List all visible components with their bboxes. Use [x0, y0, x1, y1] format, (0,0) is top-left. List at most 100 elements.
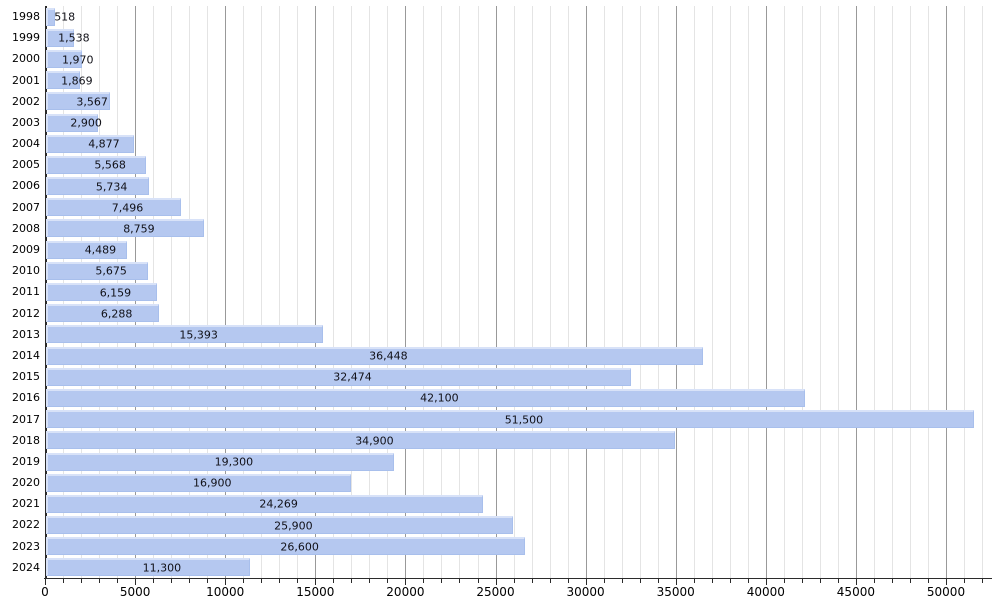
gridline-minor — [729, 6, 731, 578]
x-axis-tick-label: 15000 — [296, 585, 335, 599]
x-axis-tick — [207, 579, 209, 583]
gridline-minor — [837, 6, 839, 578]
gridline-major — [855, 6, 857, 578]
x-axis-tick — [117, 579, 119, 583]
y-axis-label: 2008 — [12, 221, 40, 235]
bar: 7,496 — [46, 198, 182, 217]
gridline-minor — [549, 6, 551, 578]
y-axis-label: 2004 — [12, 137, 40, 151]
bar: 518 — [46, 7, 75, 26]
x-axis-tick — [333, 579, 335, 583]
x-axis-tick — [729, 579, 731, 583]
x-axis-tick — [405, 579, 407, 585]
y-axis-label: 2005 — [12, 158, 40, 172]
x-axis-tick — [873, 579, 875, 583]
bar-value-label: 3,567 — [76, 95, 108, 109]
bar-value-label: 6,288 — [100, 307, 133, 321]
bar-value-label: 16,900 — [193, 476, 232, 490]
bar: 6,159 — [46, 283, 157, 301]
x-axis-tick-label: 10000 — [206, 585, 245, 599]
x-axis-tick — [99, 579, 101, 583]
bar: 34,900 — [46, 431, 675, 450]
bar-value-label: 51,500 — [504, 413, 544, 427]
bar: 26,600 — [46, 537, 526, 556]
bar: 25,900 — [46, 516, 513, 534]
x-axis-tick — [387, 579, 389, 583]
x-axis-tick — [243, 579, 245, 583]
bar-value-label: 518 — [54, 10, 76, 24]
x-axis-tick — [225, 579, 227, 585]
y-axis-label: 2020 — [12, 476, 40, 490]
x-axis-tick — [135, 579, 137, 585]
gridline-minor — [693, 6, 695, 578]
x-axis-tick — [153, 579, 155, 583]
y-axis-label: 2003 — [12, 115, 40, 129]
gridline-minor — [369, 6, 371, 578]
bar: 1,970 — [46, 50, 94, 68]
x-axis-tick — [765, 579, 767, 585]
gridline-minor — [441, 6, 443, 578]
x-axis-tick-label: 30000 — [566, 585, 605, 599]
x-axis-tick — [279, 579, 281, 583]
x-axis-tick — [747, 579, 749, 583]
y-axis-label: 2006 — [12, 179, 40, 193]
x-axis-line — [44, 578, 992, 579]
gridline-minor — [801, 6, 803, 578]
x-axis-tick — [711, 579, 713, 583]
x-axis-tick — [531, 579, 533, 583]
x-axis-tick — [982, 579, 983, 583]
gridline-minor — [891, 6, 893, 578]
bar: 4,877 — [46, 134, 134, 153]
gridline-minor — [351, 6, 353, 578]
x-axis-tick — [513, 579, 515, 583]
y-axis-label: 2010 — [12, 264, 40, 278]
y-axis-label: 2000 — [12, 52, 40, 66]
x-axis-tick-label: 40000 — [746, 585, 785, 599]
x-axis-tick — [567, 579, 569, 583]
x-axis-tick — [423, 579, 425, 583]
bar: 24,269 — [46, 494, 484, 513]
x-axis-tick-label: 35000 — [656, 585, 695, 599]
bar: 8,759 — [46, 219, 204, 238]
bar-value-label: 11,300 — [142, 561, 182, 575]
x-axis-tick — [297, 579, 299, 583]
bar: 1,869 — [46, 71, 93, 90]
bar: 1,538 — [46, 28, 90, 47]
x-axis-tick — [369, 579, 371, 583]
x-axis-tick-label: 0 — [41, 585, 49, 599]
y-axis-label: 2021 — [12, 497, 40, 511]
gridline-minor — [513, 6, 515, 578]
bar: 5,568 — [46, 155, 147, 174]
y-axis-label: 2001 — [12, 73, 40, 87]
bar: 5,734 — [46, 177, 150, 196]
gridline-minor — [567, 6, 569, 578]
gridline-minor — [711, 6, 713, 578]
x-axis-tick — [315, 579, 317, 585]
y-axis-label: 2017 — [12, 412, 40, 426]
gridline-minor — [639, 6, 641, 578]
bar: 6,288 — [46, 304, 160, 323]
gridline-minor — [261, 6, 263, 578]
x-axis-tick — [585, 579, 587, 585]
x-axis-tick-label: 25000 — [476, 585, 515, 599]
x-axis-tick — [81, 579, 82, 583]
bar: 4,489 — [46, 240, 127, 259]
bar: 19,300 — [46, 452, 394, 471]
x-axis-tick — [801, 579, 803, 583]
bar-value-label: 2,900 — [70, 116, 102, 130]
gridline-minor — [603, 6, 605, 578]
x-axis-tick — [657, 579, 659, 583]
gridline-minor — [387, 6, 389, 578]
gridline-minor — [621, 6, 623, 578]
x-axis-tick — [621, 579, 623, 583]
gridline-major — [675, 6, 677, 578]
bar-value-label: 6,159 — [99, 286, 132, 299]
bar: 2,900 — [46, 113, 102, 132]
gridline-major — [585, 6, 587, 578]
gridline-minor — [927, 6, 929, 578]
x-axis-tick — [495, 579, 497, 585]
y-axis-label: 2019 — [12, 454, 40, 468]
bar-value-label: 24,269 — [259, 497, 298, 511]
